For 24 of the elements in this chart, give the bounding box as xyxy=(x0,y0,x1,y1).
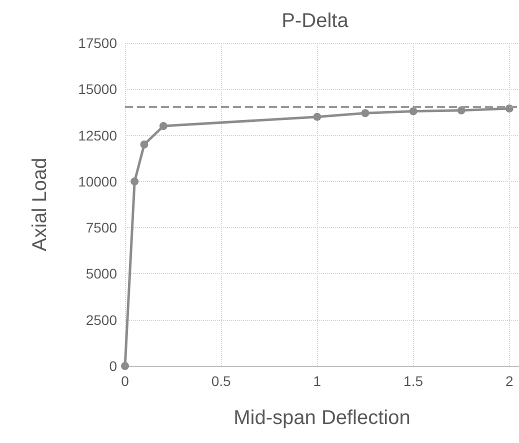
x-tick-label: 0.5 xyxy=(211,373,232,389)
point xyxy=(457,106,466,114)
y-axis-title: Axial Load xyxy=(29,158,51,252)
x-tick-label: 1 xyxy=(313,373,322,389)
point xyxy=(313,112,322,121)
point xyxy=(130,177,139,186)
y-tick-label: 2500 xyxy=(86,312,118,328)
chart-title: P-Delta xyxy=(282,10,350,32)
x-tick-label: 0 xyxy=(121,373,130,389)
point xyxy=(361,109,370,118)
y-tick-label: 7500 xyxy=(86,220,118,236)
y-tick-label: 5000 xyxy=(86,266,118,282)
point xyxy=(140,140,148,149)
y-tick-label: 17500 xyxy=(78,35,118,51)
point xyxy=(159,122,168,130)
y-tick-label: 12500 xyxy=(78,127,118,144)
x-tick-label: 2 xyxy=(505,373,514,389)
x-axis-title: Mid-span Deflection xyxy=(234,407,410,429)
y-tick-label: 15000 xyxy=(78,81,118,98)
point xyxy=(409,107,418,116)
point xyxy=(121,362,129,370)
y-tick-label: 0 xyxy=(109,358,118,374)
x-tick-label: 1.5 xyxy=(404,373,424,389)
y-tick-label: 10000 xyxy=(78,173,118,190)
